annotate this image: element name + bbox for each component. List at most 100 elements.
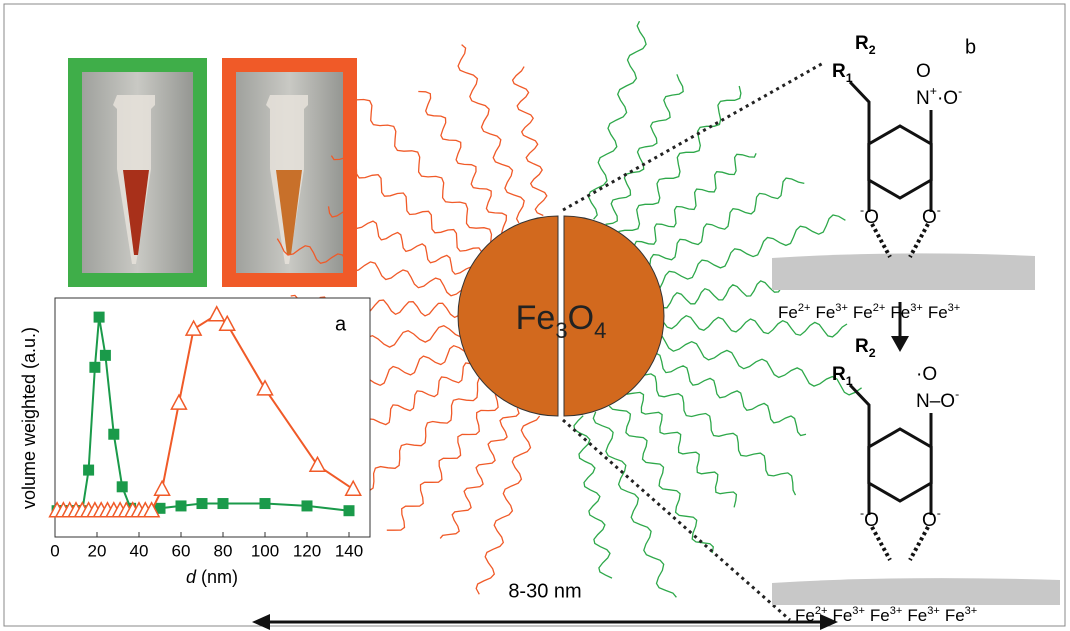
formula-part: R — [832, 61, 846, 82]
formula-part: O — [864, 510, 879, 531]
marker — [302, 500, 313, 511]
formula-part: ·O — [916, 364, 937, 385]
marker — [100, 350, 111, 361]
ion-charge: 3+ — [852, 605, 865, 617]
x-tick-label: 80 — [214, 541, 233, 560]
ring — [869, 126, 931, 198]
chain — [650, 178, 805, 266]
x-tick-label: 100 — [251, 541, 279, 560]
chain — [606, 74, 684, 224]
ion-charge: 2+ — [798, 302, 811, 314]
formula-part: Fe — [516, 299, 556, 337]
surface-label: Fe2+Fe3+Fe2+Fe3+Fe3+ — [778, 302, 960, 323]
formula-part: O — [922, 510, 937, 531]
marker — [197, 498, 208, 509]
coord-bonds — [872, 527, 928, 560]
chain — [513, 67, 547, 216]
surface — [772, 578, 1060, 605]
ion-charge: 3+ — [965, 605, 978, 617]
atom-label: R1 — [832, 61, 853, 85]
formula-part: N — [916, 391, 930, 412]
x-tick-label: 40 — [130, 541, 149, 560]
x-axis-label: d(nm) — [186, 567, 238, 587]
formula-part: - — [937, 203, 941, 217]
y-axis-label: volume weighted (a.u.) — [19, 327, 39, 509]
formula-part: O — [922, 207, 937, 228]
formula-part: O — [568, 299, 594, 337]
formula-part: R — [832, 364, 846, 385]
particle-label: Fe3O4 — [516, 299, 607, 343]
x-axis-var: d — [186, 567, 197, 587]
chain — [387, 394, 498, 530]
ion: Fe — [853, 303, 873, 322]
ion: Fe — [890, 303, 910, 322]
surface — [772, 253, 1035, 290]
marker — [218, 498, 229, 509]
chain — [574, 416, 612, 578]
atom-label: O — [916, 61, 931, 82]
ion: Fe — [815, 303, 835, 322]
ion: Fe — [870, 606, 890, 625]
chain — [635, 153, 757, 245]
formula-part: R — [855, 33, 869, 54]
chain — [476, 416, 539, 594]
chain — [593, 412, 676, 597]
chain — [349, 99, 491, 242]
formula-part: O — [864, 207, 879, 228]
ring — [869, 429, 931, 501]
x-tick-label: 60 — [172, 541, 191, 560]
ion: Fe — [795, 606, 815, 625]
ion-charge: 3+ — [890, 605, 903, 617]
marker — [176, 500, 187, 511]
ion-charge: 2+ — [873, 302, 886, 314]
chain — [609, 406, 713, 553]
chain — [440, 408, 519, 538]
ion: Fe — [778, 303, 798, 322]
coord-bonds — [872, 224, 928, 257]
formula-part: - — [937, 506, 941, 520]
atom-label: R1 — [832, 364, 853, 388]
chain — [644, 374, 795, 495]
formula-part: 4 — [594, 318, 606, 343]
atom-label: -O — [860, 506, 879, 531]
ion-charge: 3+ — [948, 302, 961, 314]
size-label: 8-30 nm — [508, 580, 581, 602]
formula-part: O — [916, 61, 931, 82]
marker — [260, 498, 271, 509]
x-tick-label: 140 — [335, 541, 363, 560]
formula-part: R — [855, 336, 869, 357]
panel-label: b — [965, 36, 976, 58]
ion-charge: 3+ — [910, 302, 923, 314]
formula-part: –O — [930, 391, 955, 412]
marker — [89, 362, 100, 373]
atom-label: R2 — [855, 336, 876, 360]
marker — [117, 481, 128, 492]
marker — [83, 465, 94, 476]
ion: Fe — [832, 606, 852, 625]
ion: Fe — [928, 303, 948, 322]
page: Fe3O4 8-30 nm b R2R1ON+·O--OO-Fe2+Fe3+Fe… — [0, 0, 1070, 631]
formula-part: - — [955, 387, 959, 401]
chain — [589, 21, 647, 219]
formula-part: 1 — [846, 374, 853, 388]
formula-part: 1 — [846, 71, 853, 85]
x-tick-label: 20 — [88, 541, 107, 560]
zoom-line — [563, 62, 825, 210]
arrow-head — [891, 336, 909, 352]
marker — [94, 312, 105, 323]
formula-part: N — [916, 88, 930, 109]
zoom-line — [563, 420, 790, 620]
atom-label: N–O- — [916, 387, 959, 412]
ion-charge: 2+ — [815, 605, 828, 617]
panel-label: a — [335, 313, 347, 335]
x-tick-label: 0 — [50, 541, 59, 560]
chain — [619, 86, 741, 232]
formula-part: ·O — [937, 88, 958, 109]
chain — [418, 92, 506, 233]
formula-part: - — [958, 84, 962, 98]
formula-part: 2 — [869, 43, 876, 57]
atom-label: O- — [922, 506, 941, 531]
ion: Fe — [945, 606, 965, 625]
atom-label: O- — [922, 203, 941, 228]
